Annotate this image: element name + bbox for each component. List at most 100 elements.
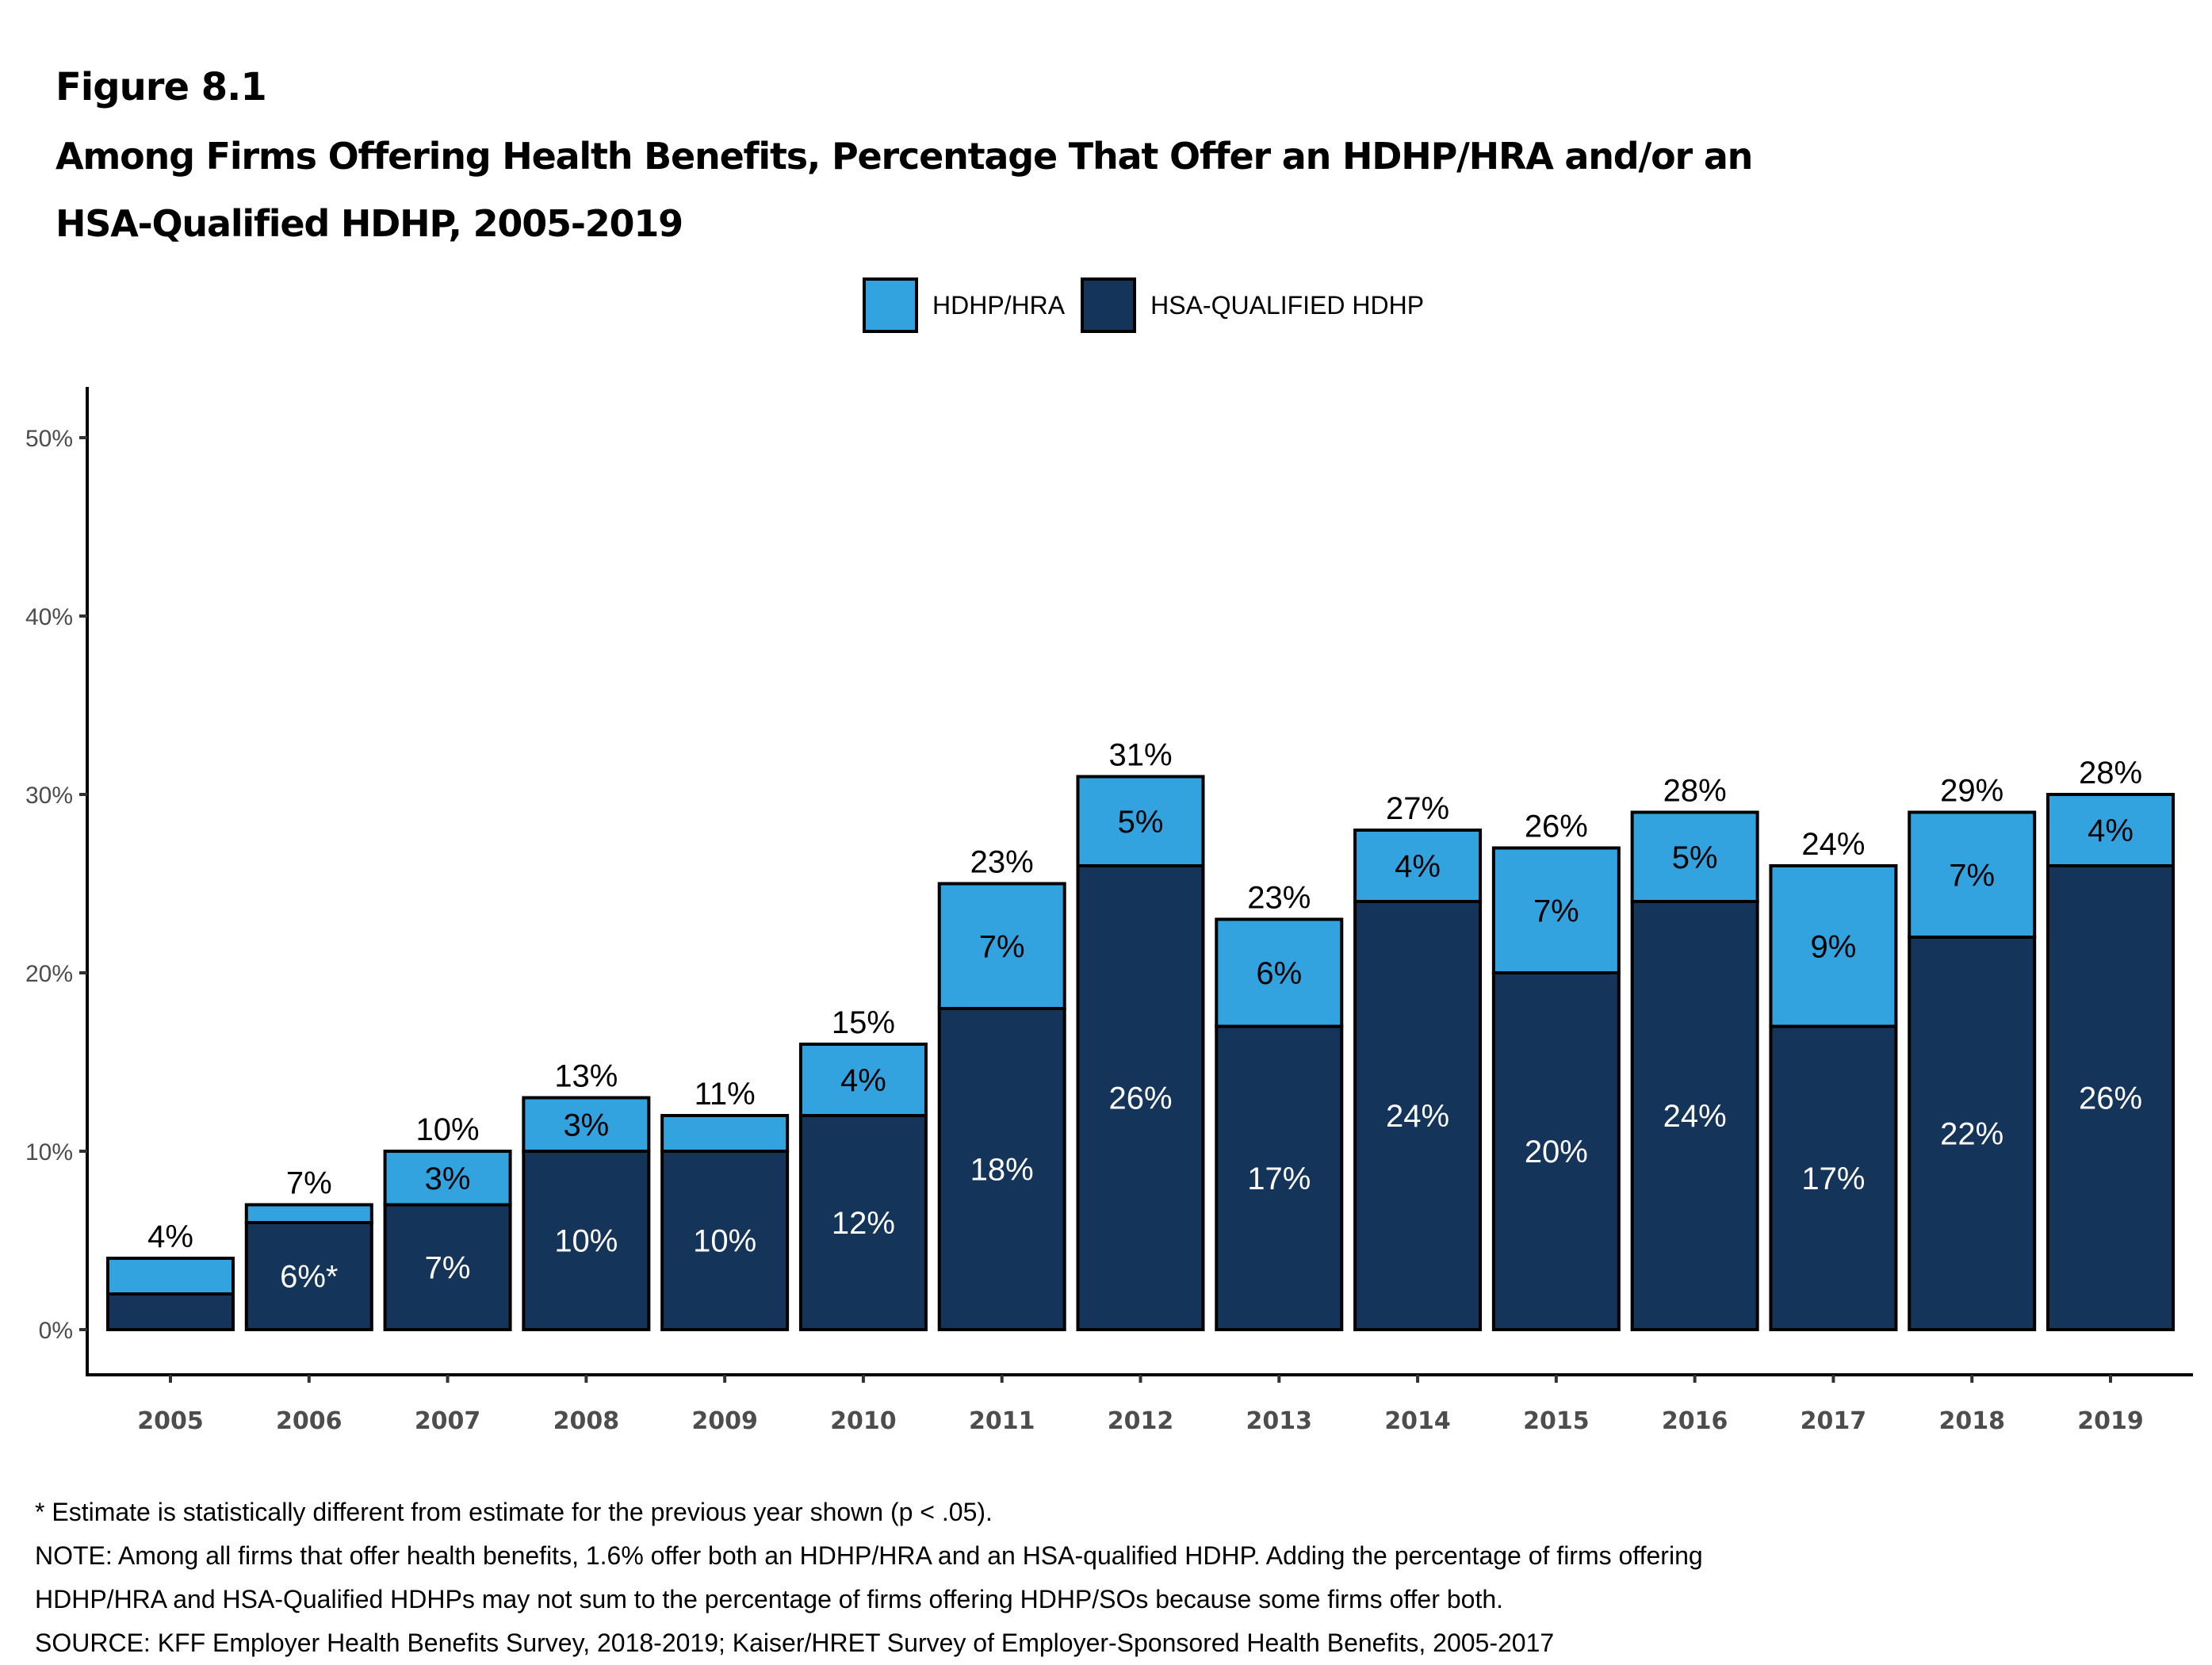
note-significance: * Estimate is statistically different fr…: [35, 1498, 993, 1526]
bar-hdhp-hra: [1630, 810, 1759, 903]
figure-label: Figure 8.1: [55, 65, 267, 109]
bar-hdhp-hra: [1215, 917, 1344, 1028]
data-label-hra: 7%: [979, 929, 1025, 964]
data-label-hsa: 10%: [554, 1224, 618, 1259]
data-label-total: 11%: [695, 1077, 756, 1112]
note-line-1: NOTE: Among all firms that offer health …: [35, 1541, 1703, 1570]
data-label-hra: 7%: [1949, 858, 1995, 893]
data-label-hra: 3%: [425, 1162, 471, 1196]
bar-hdhp-hra: [1491, 846, 1621, 974]
legend-swatch-hsa-qualified-hdhp: [1081, 278, 1137, 333]
x-tick-label: 2008: [553, 1407, 620, 1435]
data-label-total: 28%: [1663, 774, 1727, 809]
bar-hsa-qualified-hdhp: [244, 1221, 373, 1331]
y-tick-label: 50%: [25, 426, 73, 452]
bar-hsa-qualified-hdhp: [1076, 864, 1205, 1331]
x-tick-label: 2006: [276, 1407, 343, 1435]
x-tick-label: 2011: [969, 1407, 1035, 1435]
legend-item-hdhp-hra: HDHP/HRA: [863, 278, 1065, 333]
y-tick-label: 10%: [25, 1139, 73, 1166]
x-tick-label: 2005: [137, 1407, 204, 1435]
data-label-total: 15%: [832, 1005, 895, 1040]
data-label-hsa: 6%*: [280, 1260, 338, 1295]
data-label-total: 4%: [147, 1219, 193, 1254]
bar-hsa-qualified-hdhp: [1353, 900, 1483, 1331]
y-tick-label: 30%: [25, 783, 73, 809]
y-tick-label: 20%: [25, 961, 73, 987]
data-label-total: 29%: [1940, 774, 2003, 809]
legend-label-hdhp-hra: HDHP/HRA: [932, 290, 1066, 320]
data-label-total: 24%: [1801, 827, 1865, 862]
y-tick-label: 40%: [25, 604, 73, 630]
data-label-total: 26%: [1525, 810, 1588, 844]
bar-hsa-qualified-hdhp: [1215, 1024, 1344, 1331]
y-tick-label: 0%: [39, 1318, 73, 1344]
bar-hdhp-hra: [798, 1043, 928, 1117]
data-label-hsa: 24%: [1663, 1099, 1727, 1134]
note-line-2: HDHP/HRA and HSA-Qualified HDHPs may not…: [35, 1585, 1504, 1613]
x-tick-label: 2014: [1384, 1407, 1451, 1435]
legend: HDHP/HRA HSA-QUALIFIED HDHP: [863, 278, 1440, 333]
note-source: SOURCE: KFF Employer Health Benefits Sur…: [35, 1629, 1555, 1657]
x-tick-label: 2019: [2077, 1407, 2144, 1435]
bar-hdhp-hra: [1908, 810, 2037, 939]
data-label-hra: 9%: [1811, 929, 1857, 964]
bar-hsa-qualified-hdhp: [798, 1114, 928, 1331]
data-label-hra: 5%: [1672, 840, 1718, 875]
data-label-total: 23%: [970, 845, 1034, 880]
bar-hdhp-hra: [2046, 793, 2175, 867]
legend-swatch-hdhp-hra: [863, 278, 918, 333]
data-label-hsa: 10%: [693, 1224, 756, 1259]
data-label-hsa: 7%: [425, 1250, 471, 1285]
data-label-total: 28%: [2079, 756, 2142, 790]
x-tick-label: 2017: [1801, 1407, 1867, 1435]
data-label-hsa: 26%: [2079, 1081, 2142, 1116]
data-label-total: 13%: [554, 1059, 618, 1094]
data-label-total: 27%: [1386, 791, 1449, 826]
legend-label-hsa-qualified-hdhp: HSA-QUALIFIED HDHP: [1150, 290, 1425, 320]
data-label-hra: 7%: [1533, 894, 1579, 928]
bar-hdhp-hra: [522, 1096, 651, 1153]
chart-notes: * Estimate is statistically different fr…: [35, 1491, 1703, 1665]
data-label-total: 10%: [416, 1112, 480, 1147]
bar-hsa-qualified-hdhp: [106, 1292, 235, 1331]
chart-title-line-1: Among Firms Offering Health Benefits, Pe…: [55, 135, 1753, 178]
data-label-hsa: 24%: [1386, 1099, 1449, 1134]
bar-hdhp-hra: [1076, 775, 1205, 867]
data-label-hsa: 12%: [832, 1206, 895, 1241]
data-label-hsa: 17%: [1247, 1162, 1311, 1196]
bar-hdhp-hra: [660, 1114, 790, 1153]
x-tick-label: 2018: [1938, 1407, 2005, 1435]
bar-hdhp-hra: [937, 882, 1066, 1010]
data-label-hra: 6%: [1256, 956, 1302, 991]
bar-hsa-qualified-hdhp: [383, 1203, 512, 1331]
bar-hdhp-hra: [244, 1203, 373, 1224]
chart-title-line-2: HSA-Qualified HDHP, 2005-2019: [55, 202, 683, 245]
data-label-hsa: 17%: [1801, 1162, 1865, 1196]
x-tick-label: 2015: [1523, 1407, 1590, 1435]
data-label-hra: 3%: [563, 1108, 609, 1143]
bar-hsa-qualified-hdhp: [522, 1150, 651, 1331]
bar-hdhp-hra: [1353, 829, 1483, 903]
x-tick-label: 2013: [1246, 1407, 1313, 1435]
bar-hsa-qualified-hdhp: [2046, 864, 2175, 1331]
data-label-hsa: 22%: [1940, 1117, 2003, 1152]
x-tick-label: 2012: [1108, 1407, 1174, 1435]
bar-hsa-qualified-hdhp: [1630, 900, 1759, 1331]
bar-hsa-qualified-hdhp: [660, 1150, 790, 1331]
data-label-hra: 4%: [840, 1063, 886, 1098]
data-label-hra: 4%: [1395, 849, 1441, 884]
data-label-hra: 4%: [2088, 813, 2134, 848]
data-label-total: 7%: [286, 1166, 332, 1201]
x-tick-label: 2010: [830, 1407, 897, 1435]
x-tick-label: 2007: [415, 1407, 481, 1435]
bar-hdhp-hra: [106, 1257, 235, 1296]
bar-hsa-qualified-hdhp: [1769, 1024, 1898, 1331]
data-label-hsa: 20%: [1525, 1135, 1588, 1169]
bar-hsa-qualified-hdhp: [1491, 971, 1621, 1331]
bar-hdhp-hra: [1769, 864, 1898, 1028]
data-label-hsa: 26%: [1108, 1081, 1172, 1116]
x-tick-label: 2009: [691, 1407, 758, 1435]
data-label-total: 23%: [1247, 881, 1311, 916]
